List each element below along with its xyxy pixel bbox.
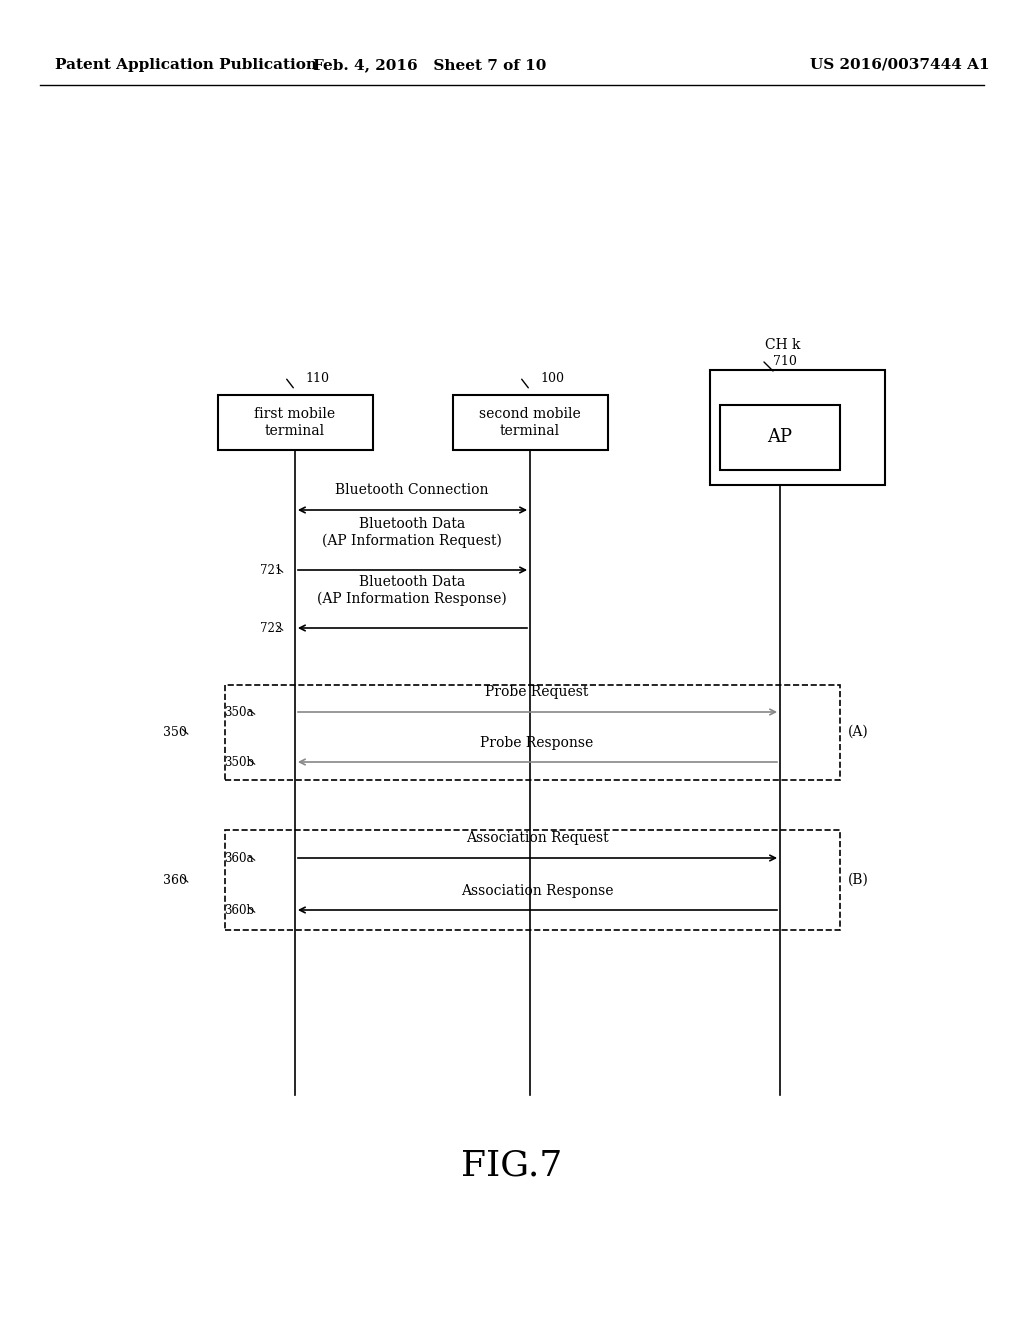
Text: 360: 360: [163, 874, 187, 887]
Text: Bluetooth Data
(AP Information Response): Bluetooth Data (AP Information Response): [317, 576, 507, 606]
Bar: [720, 405, 840, 470]
Text: CH k: CH k: [765, 338, 801, 352]
Text: 100: 100: [540, 372, 564, 385]
Text: Probe Request: Probe Request: [485, 685, 589, 700]
Text: FIG.7: FIG.7: [462, 1148, 562, 1181]
Bar: [225, 685, 840, 780]
Bar: [710, 370, 885, 484]
Text: (A): (A): [848, 725, 868, 739]
Text: 350: 350: [163, 726, 187, 738]
Text: Probe Response: Probe Response: [480, 737, 594, 750]
Text: 710: 710: [773, 355, 797, 368]
Bar: [453, 395, 608, 450]
Bar: [218, 395, 373, 450]
Text: Feb. 4, 2016   Sheet 7 of 10: Feb. 4, 2016 Sheet 7 of 10: [313, 58, 547, 73]
Text: 350a: 350a: [224, 705, 254, 718]
Text: AP: AP: [768, 429, 793, 446]
Text: 722: 722: [260, 622, 282, 635]
Text: 350b: 350b: [224, 755, 254, 768]
Text: 360b: 360b: [224, 903, 254, 916]
Text: Patent Application Publication: Patent Application Publication: [55, 58, 317, 73]
Text: second mobile
terminal: second mobile terminal: [479, 408, 581, 438]
Text: 110: 110: [305, 372, 329, 385]
Bar: [225, 830, 840, 931]
Text: 721: 721: [260, 564, 282, 577]
Text: first mobile
terminal: first mobile terminal: [254, 408, 336, 438]
Text: (B): (B): [848, 873, 869, 887]
Text: US 2016/0037444 A1: US 2016/0037444 A1: [810, 58, 990, 73]
Text: Bluetooth Data
(AP Information Request): Bluetooth Data (AP Information Request): [323, 517, 502, 548]
Text: Association Response: Association Response: [461, 884, 613, 898]
Text: Association Request: Association Request: [466, 832, 608, 845]
Text: 360a: 360a: [224, 851, 254, 865]
Text: Bluetooth Connection: Bluetooth Connection: [335, 483, 488, 498]
